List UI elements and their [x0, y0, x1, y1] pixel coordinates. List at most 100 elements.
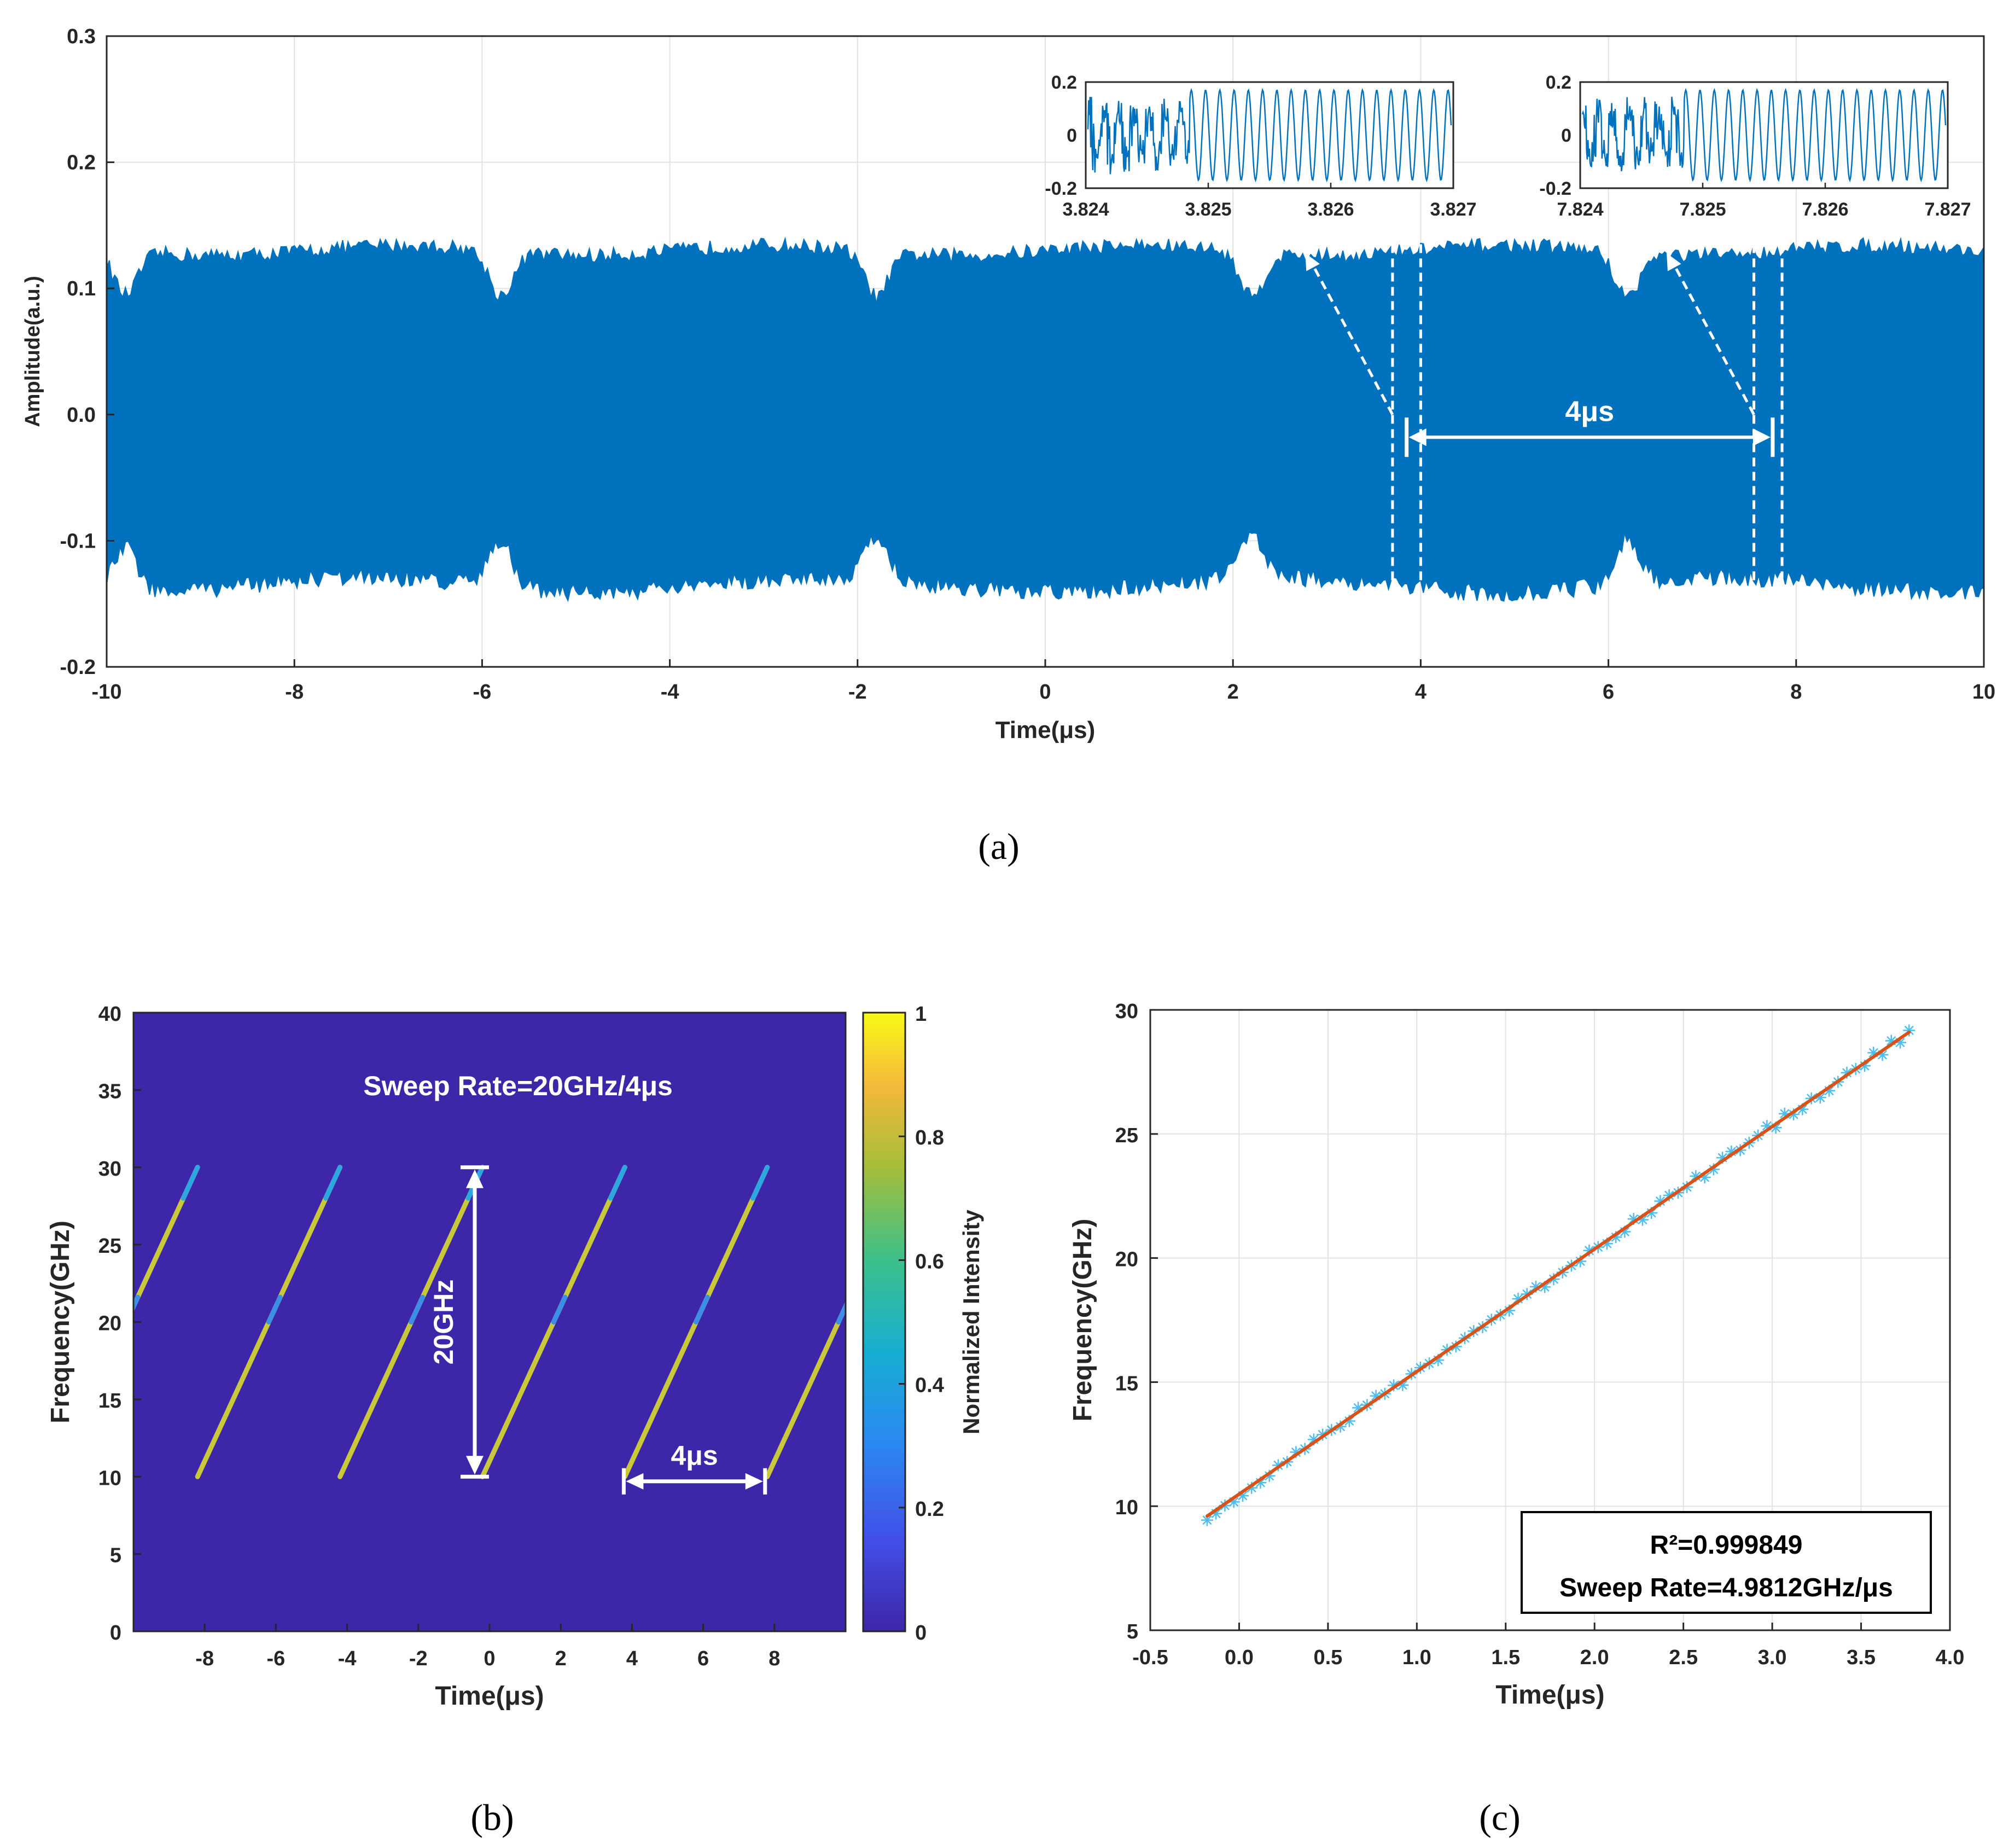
panel-a-inset-xtick-label: 3.825 — [1185, 199, 1231, 220]
panel-c-r2-text: R²=0.999849 — [1650, 1531, 1803, 1560]
panel-a-signal — [106, 236, 1984, 602]
panel-c-measured-point — [1263, 1469, 1276, 1482]
panel-a-ytick-label: -0.1 — [60, 530, 96, 553]
panel-b-ytick-label: 40 — [98, 1003, 121, 1026]
panel-b-xtick-label: 4 — [626, 1647, 638, 1670]
panel-c-xtick-label: 3.0 — [1758, 1646, 1787, 1669]
panel-c-measured-point — [1841, 1066, 1853, 1079]
panel-b-colorbar — [862, 1012, 906, 1632]
panel-c-ytick-label: 15 — [1115, 1372, 1138, 1395]
panel-c-fit-line — [1205, 1030, 1911, 1518]
panel-a-xlabel: Time(μs) — [995, 717, 1096, 743]
panel-a-inset-ytick-label: -0.2 — [1539, 178, 1571, 199]
panel-b-colorbar-tick-label: 0 — [915, 1622, 927, 1644]
panel-c-measured-point — [1254, 1477, 1267, 1489]
panel-a-xtick-label: 8 — [1790, 681, 1802, 704]
panel-a-inset-ytick-label: 0.2 — [1546, 72, 1571, 93]
panel-b-ytick-label: 0 — [110, 1622, 121, 1644]
panel-a-inset-ytick-label: -0.2 — [1045, 178, 1077, 199]
panel-b-colorbar-tick-label: 0.6 — [915, 1250, 944, 1273]
panel-a: -10 -8 -6 -4 -2 0 2 4 6 8 10 -0.2 -0.1 0.0 0.1 0.2 0.3 T… — [21, 25, 1995, 867]
panel-a-inset-xtick-label: 7.824 — [1557, 199, 1603, 220]
panel-a-signal-envelope — [106, 236, 1984, 602]
panel-a-xtick-label: 2 — [1227, 681, 1239, 704]
panel-c-ytick-label: 5 — [1127, 1620, 1138, 1643]
panel-b-colorbar-label: Normalized Intensity — [958, 1209, 984, 1434]
panel-c-xtick-label: 2.0 — [1580, 1646, 1609, 1669]
panel-c-xtick-label: 0.0 — [1225, 1646, 1254, 1669]
panel-c-measured-point — [1352, 1402, 1365, 1414]
panel-b-ytick-label: 20 — [98, 1312, 121, 1335]
panel-a-period-label: 4μs — [1565, 396, 1614, 427]
panel-b-xtick-label: -2 — [409, 1647, 428, 1670]
panel-b-colorbar-tick-label: 0.4 — [915, 1374, 944, 1397]
panel-b-ytick-label: 15 — [98, 1390, 121, 1413]
panel-a-inset-xtick-label: 3.827 — [1430, 199, 1476, 220]
panel-a-ytick-label: -0.2 — [60, 656, 96, 679]
panel-c-measured-point — [1236, 1490, 1249, 1502]
panel-a-insets: -0.2 0 0.2 3.824 3.825 3.826 3.827 -0.2 0 0.2 7.82… — [1045, 72, 1971, 220]
panel-c-measured-point — [1814, 1091, 1826, 1104]
panel-a-inset-xtick-label: 3.824 — [1062, 199, 1109, 220]
panel-b-colorbar-ticks: 0 0.2 0.4 0.6 0.8 1 — [899, 1003, 944, 1644]
panel-c-xtick-label: 2.5 — [1669, 1646, 1698, 1669]
panel-b-ytick-label: 10 — [98, 1467, 121, 1490]
panel-c-measured-point — [1343, 1415, 1355, 1427]
panel-c-measured-point — [1716, 1152, 1729, 1164]
panel-b-sweep-rate-title: Sweep Rate=20GHz/4μs — [363, 1071, 673, 1101]
panel-c: -0.5 0.0 0.5 1.0 1.5 2.0 2.5 3.0 3.5 4.0 5 10 15 20 25… — [1068, 1000, 1964, 1838]
panel-b-ytick-label: 5 — [110, 1544, 121, 1567]
panel-c-measured-point — [1245, 1481, 1258, 1494]
panel-a-xtick-label: 4 — [1415, 681, 1426, 704]
panel-b-annotations — [460, 1165, 767, 1495]
panel-a-period-arrowhead-right — [1752, 428, 1771, 446]
panel-a-xtick-label: -6 — [473, 681, 492, 704]
panel-b-caption: (b) — [470, 1797, 514, 1838]
panel-b-sweep-ridge-segment — [750, 1165, 770, 1201]
panel-c-measured-point — [1539, 1281, 1551, 1293]
panel-c-measured-point — [1388, 1379, 1400, 1392]
panel-b-ticks: -8 -6 -4 -2 0 2 4 6 8 0 5 10 15 20 25 30 35 40 — [98, 1003, 781, 1670]
panel-c-measured-point — [1761, 1120, 1773, 1132]
panel-c-measured-point — [1654, 1195, 1667, 1207]
panel-c-measured-point — [1663, 1189, 1675, 1202]
panel-c-measured-point — [1645, 1207, 1658, 1219]
panel-b-xtick-label: 0 — [484, 1647, 495, 1670]
panel-b-period-arrowhead-left — [626, 1473, 644, 1490]
panel-b-bandwidth-arrowhead-top — [465, 1169, 484, 1188]
panel-c-xtick-label: 4.0 — [1936, 1646, 1965, 1669]
panel-a-ticks: -10 -8 -6 -4 -2 0 2 4 6 8 10 -0.2 -0.1 0.0 0.1 0.2 0.3 — [60, 25, 1996, 704]
panel-c-measured-point — [1859, 1060, 1871, 1072]
panel-c-xlabel: Time(μs) — [1495, 1681, 1604, 1710]
panel-c-measured-point — [1885, 1035, 1897, 1047]
panel-c-measured-point — [1867, 1047, 1880, 1059]
panel-c-measured-point — [1210, 1507, 1222, 1520]
panel-a-inset-ytick-label: 0 — [1067, 125, 1077, 146]
panel-b-xtick-label: -4 — [338, 1647, 357, 1670]
panel-a-inset-xtick-label: 7.826 — [1802, 199, 1848, 220]
panel-b-bandwidth-arrowhead-bottom — [465, 1456, 484, 1475]
panel-a-zoom-arrowhead — [1666, 253, 1681, 271]
panel-a-inset-ytick-label: 0 — [1561, 125, 1571, 146]
panel-c-ytick-label: 30 — [1115, 1000, 1138, 1023]
panel-c-xtick-label: 1.0 — [1402, 1646, 1431, 1669]
panel-a-inset-box — [1579, 81, 1949, 189]
panel-c-ylabel: Frequency(GHz) — [1068, 1219, 1097, 1422]
panel-b-sweep-ridge-segment — [323, 1165, 343, 1201]
panel-c-measured-point — [1627, 1213, 1640, 1225]
panel-a-period-arrowhead-left — [1408, 428, 1426, 446]
panel-b-xtick-label: -8 — [195, 1647, 214, 1670]
panel-a-inset-xtick-label: 7.825 — [1679, 199, 1726, 220]
panel-a-xtick-label: -4 — [661, 681, 679, 704]
panel-c-xtick-label: -0.5 — [1132, 1646, 1168, 1669]
panel-b-sweep-ridge-segment — [551, 1294, 568, 1324]
panel-c-measured-point — [1876, 1049, 1889, 1061]
panel-b-xtick-label: 6 — [697, 1647, 709, 1670]
panel-a-xtick-label: 6 — [1603, 681, 1614, 704]
panel-c-measured-point — [1903, 1024, 1915, 1037]
panel-c-measured-point — [1796, 1103, 1809, 1115]
panel-c-measured-point — [1610, 1231, 1622, 1243]
panel-b-sweep-ridge-segment — [694, 1294, 710, 1324]
panel-c-measured-point — [1370, 1390, 1382, 1402]
